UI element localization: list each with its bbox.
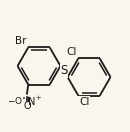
Text: Cl: Cl bbox=[79, 97, 89, 107]
Text: $\mathregular{-O}^{\bullet}$: $\mathregular{-O}^{\bullet}$ bbox=[7, 95, 27, 106]
Text: S: S bbox=[60, 64, 68, 77]
Text: Br: Br bbox=[15, 36, 26, 46]
Text: Cl: Cl bbox=[67, 47, 77, 57]
Text: O: O bbox=[23, 102, 31, 112]
Text: $\mathregular{N^+}$: $\mathregular{N^+}$ bbox=[27, 95, 43, 108]
